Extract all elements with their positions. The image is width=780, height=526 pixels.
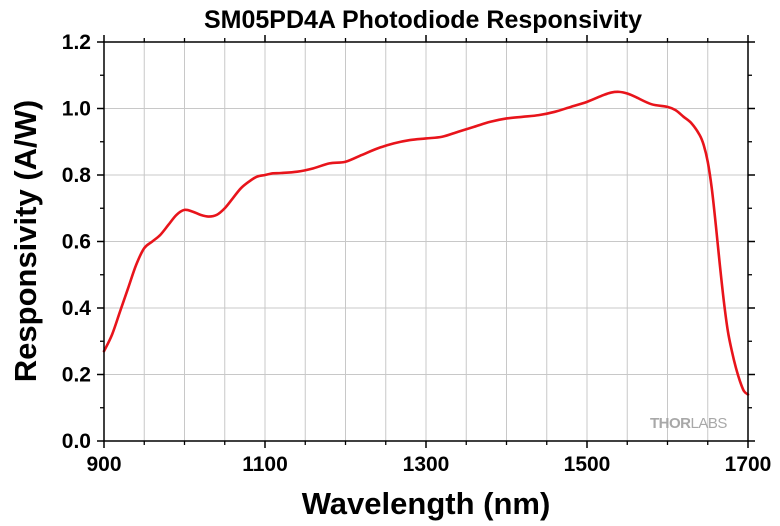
y-tick-label: 0.6 [62, 231, 91, 254]
y-tick-label: 0.2 [62, 364, 91, 387]
watermark-thor: THOR [650, 415, 691, 432]
thorlabs-watermark: THORLABS [650, 415, 728, 432]
y-axis-ticks: 0.0 0.2 0.4 0.6 0.8 1.0 1.2 [62, 31, 755, 453]
x-axis-ticks: 900 1100 1300 1500 1700 [86, 35, 771, 476]
y-tick-label: 0.0 [62, 430, 91, 453]
watermark-logo: THORLABS [650, 415, 727, 432]
y-tick-label: 1.0 [62, 98, 91, 121]
x-tick-label: 1100 [242, 453, 288, 476]
y-tick-label: 0.4 [62, 297, 92, 320]
x-tick-label: 1700 [725, 453, 772, 476]
x-axis-label: Wavelength (nm) [302, 486, 551, 521]
responsivity-series-line [102, 90, 750, 396]
y-tick-label: 1.2 [62, 31, 91, 54]
chart-title: SM05PD4A Photodiode Responsivity [204, 6, 642, 34]
grid-lines [104, 42, 748, 441]
y-tick-label: 0.8 [62, 164, 92, 187]
x-tick-label: 1300 [403, 453, 450, 476]
x-tick-label: 900 [86, 453, 121, 476]
x-tick-label: 1500 [564, 453, 611, 476]
minor-ticks [100, 38, 752, 445]
watermark-labs: LABS [691, 415, 728, 432]
y-axis-label: Responsivity (A/W) [8, 100, 43, 382]
